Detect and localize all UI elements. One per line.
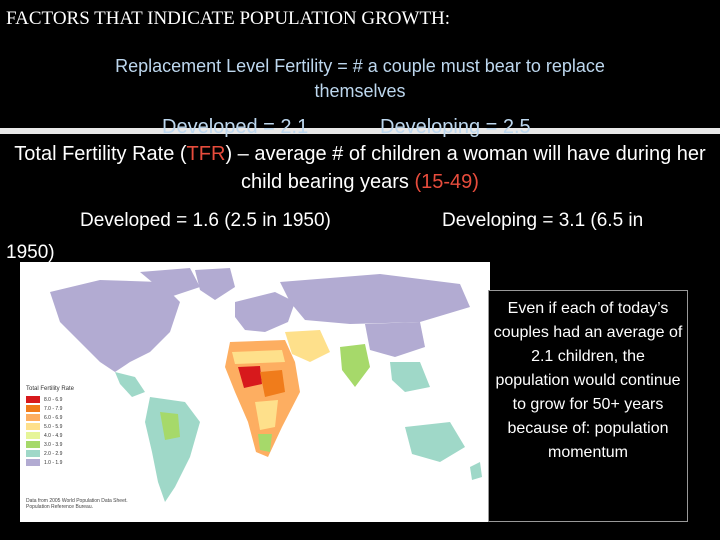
legend-label: 6.0 - 6.9: [44, 414, 63, 421]
legend-swatch: [26, 459, 40, 466]
legend-swatch: [26, 441, 40, 448]
replacement-line2: themselves: [314, 81, 406, 101]
replacement-line1: Replacement Level Fertility = # a couple…: [115, 56, 605, 76]
legend-label: 5.0 - 5.9: [44, 423, 63, 430]
legend-item: 8.0 - 6.9: [26, 395, 74, 404]
legend-item: 2.0 - 2.9: [26, 449, 74, 458]
legend-label: 8.0 - 6.9: [44, 396, 63, 403]
tfr-definition: Total Fertility Rate (TFR) – average # o…: [14, 140, 706, 196]
tfr-year: 1950): [6, 242, 55, 262]
legend-label: 4.0 - 4.9: [44, 432, 63, 439]
tfr-middle: ) – average # of children a woman will h…: [225, 143, 706, 193]
legend-item: 3.0 - 3.9: [26, 440, 74, 449]
legend-item: 7.0 - 7.9: [26, 404, 74, 413]
legend-item: 5.0 - 5.9: [26, 422, 74, 431]
legend-swatch: [26, 414, 40, 421]
population-momentum-box: Even if each of today’s couples had an a…: [488, 290, 688, 522]
legend-label: 3.0 - 3.9: [44, 441, 63, 448]
legend-swatch: [26, 423, 40, 430]
map-source: Data from 2005 World Population Data She…: [26, 498, 128, 510]
legend-swatch: [26, 432, 40, 439]
tfr-developed: Developed = 1.6 (2.5 in 1950): [80, 210, 331, 231]
tfr-prefix: Total Fertility Rate (: [14, 143, 187, 165]
legend-swatch: [26, 450, 40, 457]
tfr-ages: (15-49): [414, 171, 479, 193]
legend-item: 4.0 - 4.9: [26, 431, 74, 440]
divider-bar: [0, 128, 720, 134]
legend-label: 1.0 - 1.9: [44, 459, 63, 466]
world-map-graphic: [20, 262, 490, 522]
legend-label: 7.0 - 7.9: [44, 405, 63, 412]
tfr-developing: Developing = 3.1 (6.5 in: [442, 210, 644, 231]
world-fertility-map: Total Fertility Rate 8.0 - 6.9 7.0 - 7.9…: [20, 262, 490, 522]
legend-item: 1.0 - 1.9: [26, 458, 74, 467]
replacement-developed: Developed = 2.1: [162, 116, 309, 138]
map-legend: Total Fertility Rate 8.0 - 6.9 7.0 - 7.9…: [26, 386, 74, 467]
legend-title: Total Fertility Rate: [26, 386, 75, 392]
replacement-definition: Replacement Level Fertility = # a couple…: [40, 54, 680, 104]
legend-label: 2.0 - 2.9: [44, 450, 63, 457]
legend-swatch: [26, 405, 40, 412]
legend-item: 6.0 - 6.9: [26, 413, 74, 422]
replacement-developing: Developing = 2.5: [380, 116, 531, 138]
legend-swatch: [26, 396, 40, 403]
tfr-abbr: TFR: [186, 143, 226, 165]
slide-title: FACTORS THAT INDICATE POPULATION GROWTH:: [6, 8, 451, 29]
